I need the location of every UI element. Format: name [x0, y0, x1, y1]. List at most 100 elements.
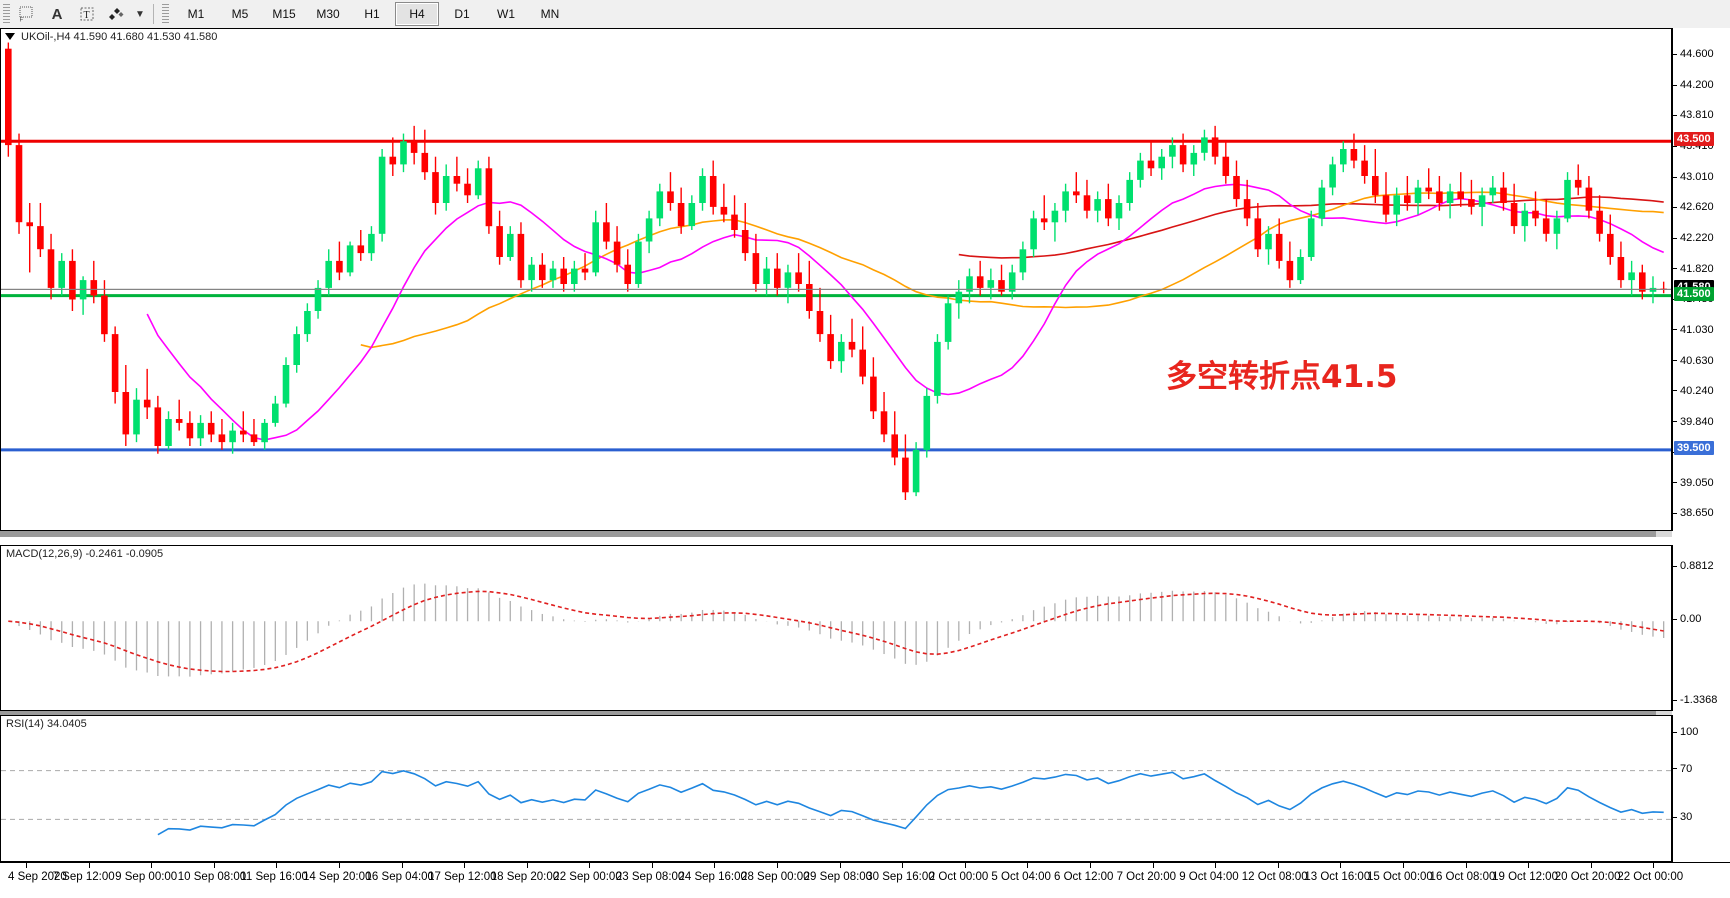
time-tick: [651, 863, 653, 868]
price-tick: 40.240: [1673, 385, 1714, 397]
rsi-tick: 30: [1673, 811, 1692, 823]
time-axis-label: 23 Sep 08:00: [615, 871, 685, 883]
rsi-tick-label: 70: [1680, 762, 1693, 775]
collapse-icon[interactable]: [5, 33, 15, 40]
timeframe-m30[interactable]: M30: [316, 7, 340, 21]
time-axis-label: 11 Sep 16:00: [240, 871, 308, 883]
time-tick: [1277, 863, 1279, 868]
time-tick: [1215, 863, 1217, 868]
text-box-icon[interactable]: T: [72, 2, 102, 26]
timeframe-d1[interactable]: D1: [454, 7, 470, 21]
price-tick-label: 41.030: [1680, 323, 1714, 336]
crosshair-grid-icon[interactable]: F: [12, 2, 42, 26]
time-tick: [1528, 863, 1530, 868]
time-axis-label: 28 Sep 00:00: [741, 871, 810, 883]
rsi-canvas: [1, 769, 1671, 836]
time-axis-label: 22 Sep 00:00: [553, 871, 622, 883]
price-tick: 43.810: [1673, 109, 1714, 121]
timeframe-m5[interactable]: M5: [231, 7, 249, 21]
time-axis-label: 30 Sep 16:00: [866, 871, 935, 883]
text-label-icon[interactable]: A: [51, 5, 63, 23]
time-axis-label: 17 Sep 12:00: [428, 871, 497, 883]
time-tick: [1027, 863, 1029, 868]
rsi-tick-label: 30: [1680, 811, 1693, 824]
time-axis-label: 20 Oct 20:00: [1554, 871, 1621, 883]
rsi-axis: 100 70 30: [1672, 715, 1730, 862]
time-tick: [464, 863, 466, 868]
time-axis-label: 18 Sep 20:00: [490, 871, 560, 883]
pane-separator-1[interactable]: [0, 531, 1672, 537]
time-tick: [714, 863, 716, 868]
time-axis-label: 9 Oct 04:00: [1179, 871, 1239, 883]
timeframe-group: M1 M5 M15 M30 H1 H4 D1 W1 MN: [175, 2, 571, 26]
time-tick: [1465, 863, 1467, 868]
macd-tick-label: -1.3368: [1680, 694, 1718, 706]
macd-label: MACD(12,26,9) -0.2461 -0.0905: [6, 548, 164, 560]
price-tick-label: 44.600: [1680, 48, 1714, 61]
toolbar-grip-1[interactable]: [3, 4, 10, 24]
timeframe-h1[interactable]: H1: [364, 7, 380, 21]
pane-separator-2[interactable]: [0, 711, 1672, 717]
macd-tick: 0.00: [1673, 613, 1701, 625]
time-axis-label: 7 Sep 12:00: [52, 871, 115, 883]
time-tick: [526, 863, 528, 868]
time-tick: [26, 863, 27, 868]
macd-pane[interactable]: MACD(12,26,9) -0.2461 -0.0905: [0, 545, 1672, 711]
price-tag-floor[interactable]: 39.500: [1674, 440, 1714, 455]
price-tick: 40.630: [1673, 355, 1714, 367]
time-axis-label: 12 Oct 08:00: [1241, 871, 1308, 883]
time-axis-label: 10 Sep 08:00: [177, 871, 247, 883]
price-tick-label: 44.200: [1680, 79, 1714, 92]
time-axis-label: 19 Oct 12:00: [1492, 871, 1558, 883]
macd-tick: -1.3368: [1673, 694, 1717, 706]
macd-tick: 0.8812: [1673, 560, 1714, 572]
price-pane[interactable]: UKOil-,H4 41.590 41.680 41.530 41.580 多空…: [0, 28, 1672, 531]
rsi-tick: 100: [1673, 726, 1698, 738]
objects-icon[interactable]: [102, 2, 132, 26]
price-tick-label: 38.650: [1680, 507, 1714, 520]
timeframe-h4[interactable]: H4: [395, 2, 439, 26]
macd-canvas: [8, 583, 1665, 677]
price-tick: 41.820: [1673, 263, 1714, 275]
time-axis-label: 14 Sep 20:00: [302, 871, 372, 883]
price-tick: 39.050: [1673, 477, 1714, 489]
time-tick: [902, 863, 904, 868]
timeframe-m1[interactable]: M1: [187, 7, 205, 21]
time-axis-label: 2 Oct 00:00: [928, 871, 989, 883]
timeframe-m15[interactable]: M15: [272, 7, 296, 21]
price-tick-label: 40.630: [1680, 354, 1714, 367]
macd-tick-label: 0.8812: [1680, 560, 1714, 572]
time-tick: [88, 863, 90, 868]
timeframe-mn[interactable]: MN: [540, 7, 560, 21]
macd-tick-label: 0.00: [1680, 613, 1702, 626]
time-tick: [401, 863, 403, 868]
rsi-tick: 70: [1673, 763, 1692, 775]
time-tick: [589, 863, 591, 868]
chart-annotation: 多空转折点41.5: [1166, 359, 1398, 395]
toolbar-grip-2[interactable]: [162, 4, 169, 24]
time-axis-label: 9 Sep 00:00: [115, 871, 178, 883]
toolbar-divider: [153, 4, 154, 24]
time-axis-label: 22 Oct 00:00: [1617, 871, 1684, 883]
rsi-label: RSI(14) 34.0405: [6, 718, 87, 730]
macd-axis: 0.8812 0.00 -1.3368: [1672, 545, 1730, 711]
timeframe-w1[interactable]: W1: [497, 7, 515, 21]
price-axis[interactable]: 44.600 44.200 43.810 43.410 43.010 42.620 42.2…: [1672, 28, 1730, 531]
scroll-nub-2[interactable]: [1656, 711, 1672, 717]
time-tick: [964, 863, 966, 868]
price-tag-support[interactable]: 41.500: [1674, 286, 1714, 301]
rsi-pane[interactable]: RSI(14) 34.0405: [0, 715, 1672, 862]
price-tag-resistance[interactable]: 43.500: [1674, 132, 1714, 147]
time-tick: [777, 863, 779, 868]
scroll-nub-1[interactable]: [1656, 531, 1672, 537]
price-tick-label: 42.220: [1680, 232, 1714, 245]
price-tick-label: 40.240: [1680, 384, 1714, 397]
price-tick-label: 42.620: [1680, 201, 1714, 214]
time-axis-label: 15 Oct 00:00: [1366, 871, 1433, 883]
price-tick: 39.840: [1673, 416, 1714, 428]
symbol-header: UKOil-,H4 41.590 41.680 41.530 41.580: [21, 31, 218, 43]
price-tick-label: 43.810: [1680, 109, 1714, 122]
time-axis[interactable]: 4 Sep 2020 7 Sep 12:00 9 Sep 00:00 10 Sep 0…: [0, 862, 1730, 898]
chevron-down-icon[interactable]: ▼: [135, 8, 145, 20]
time-tick: [1340, 863, 1342, 868]
